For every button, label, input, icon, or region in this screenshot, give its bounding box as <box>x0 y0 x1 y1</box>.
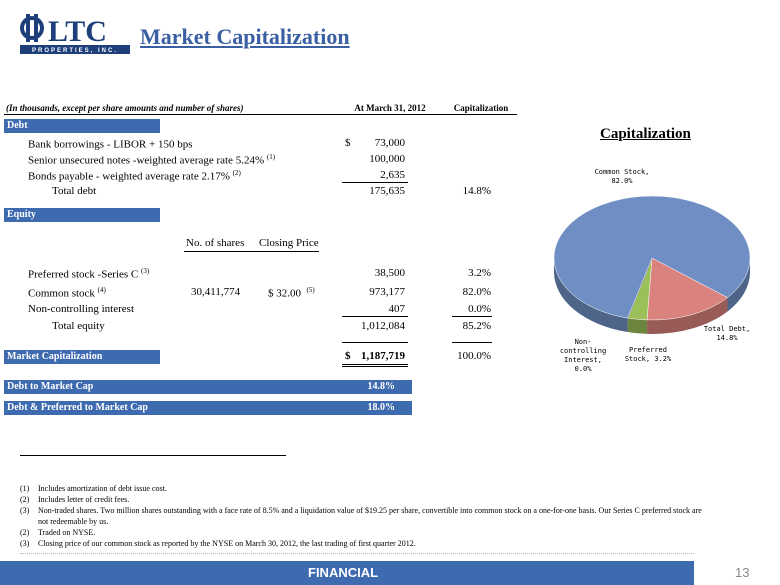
market-cap-top-rule <box>452 342 492 343</box>
total-debt-label: Total debt <box>52 185 97 197</box>
chart-title: Capitalization <box>600 126 691 142</box>
market-cap-top-rule <box>342 342 408 343</box>
pie-label-common: Common Stock, 82.0% <box>594 168 650 185</box>
footnote: (1) Includes amortization of debt issue c… <box>20 484 167 493</box>
equity-row-amount: 407 <box>388 303 406 315</box>
page-title: Market Capitalization <box>140 24 350 49</box>
pie-label-noncontrolling: Non-controlling Interest, 0.0% <box>559 338 607 373</box>
subtotal-rule <box>342 182 408 183</box>
equity-row-label: Non-controlling interest <box>28 303 135 315</box>
market-cap-cap: 100.0% <box>457 350 491 362</box>
pie-label-preferred: Preferred Stock, 3.2% <box>624 346 672 363</box>
equity-row-label: Common stock (4) <box>28 286 106 300</box>
debt-row-amount: 2,635 <box>380 169 405 181</box>
total-equity-label: Total equity <box>52 320 105 332</box>
ratio-debt-preferred-to-market-cap: Debt & Preferred to Market Cap 18.0% <box>4 401 412 415</box>
subtotal-rule <box>452 316 492 317</box>
pie-slice-common-stock <box>553 195 751 319</box>
equity-row-cap: 82.0% <box>462 286 491 298</box>
equity-row-amount: 973,177 <box>369 286 405 298</box>
column-header-shares: No. of shares <box>186 237 245 249</box>
pie-slice-total-debt <box>646 257 728 321</box>
equity-row-cap: 0.0% <box>468 303 491 315</box>
market-cap-double-rule <box>342 364 408 367</box>
table-header-label: (In thousands, except per share amounts … <box>6 103 244 113</box>
equity-row-amount: 38,500 <box>374 267 405 279</box>
section-bar-equity: Equity <box>4 208 160 222</box>
subtotal-rule <box>342 316 408 317</box>
logo-subtext: PROPERTIES, INC. <box>32 48 118 54</box>
debt-row-label: Senior unsecured notes -weighted average… <box>28 153 276 167</box>
pie-label-debt: Total Debt, 14.8% <box>703 325 751 342</box>
footnote-rule <box>20 455 286 456</box>
footer-bar <box>0 561 694 585</box>
column-header-price: Closing Price <box>259 237 319 249</box>
debt-row-amount: 100,000 <box>369 153 405 165</box>
market-cap-amount: 1,187,719 <box>361 350 405 362</box>
ratio-debt-to-market-cap: Debt to Market Cap 14.8% <box>4 380 412 394</box>
footnote: (2) Traded on NYSE. <box>20 528 96 537</box>
equity-row-price: $ 32.00 (5) <box>268 286 315 300</box>
pie-side-common-stock <box>554 258 628 333</box>
debt-row-dollar: $ <box>345 137 351 149</box>
column-header-date: At March 31, 2012 <box>354 103 426 113</box>
equity-row-label: Preferred stock -Series C (3) <box>28 267 150 281</box>
equity-column-rule <box>184 251 319 252</box>
footer-section-label: FINANCIAL <box>308 565 379 580</box>
header-rule <box>4 114 517 115</box>
market-cap-label: Market Capitalization <box>4 350 160 364</box>
total-equity-amount: 1,012,084 <box>361 320 405 332</box>
pie-side-total-debt <box>647 297 728 334</box>
footnote: (2) Includes letter of credit fees. <box>20 495 130 504</box>
footer-divider <box>20 553 694 554</box>
company-logo: LTC PROPERTIES, INC. <box>18 12 133 56</box>
pie-side-preferred-stock <box>627 318 648 334</box>
equity-row-shares: 30,411,774 <box>191 286 241 298</box>
total-equity-cap: 85.2% <box>462 320 491 332</box>
total-debt-cap: 14.8% <box>462 185 491 197</box>
market-cap-dollar: $ <box>345 350 351 362</box>
logo-text: LTC <box>48 15 107 48</box>
debt-row-label: Bank borrowings - LIBOR + 150 bps <box>28 138 193 151</box>
footnote: (3) Closing price of our common stock as … <box>20 539 416 548</box>
section-bar-debt: Debt <box>4 119 160 133</box>
capitalization-pie-chart <box>553 195 751 334</box>
total-debt-amount: 175,635 <box>369 185 405 197</box>
column-header-capitalization: Capitalization <box>453 103 509 113</box>
debt-row-label: Bonds payable - weighted average rate 2.… <box>28 169 241 183</box>
debt-row-amount: 73,000 <box>374 137 405 149</box>
equity-row-cap: 3.2% <box>468 267 491 279</box>
footnotes: (1) Includes amortization of debt issue c… <box>20 483 710 549</box>
pie-side-common-stock <box>727 258 750 312</box>
page-number: 13 <box>735 565 750 580</box>
footnote: (3) Non-traded shares. Two million shares… <box>20 506 702 526</box>
